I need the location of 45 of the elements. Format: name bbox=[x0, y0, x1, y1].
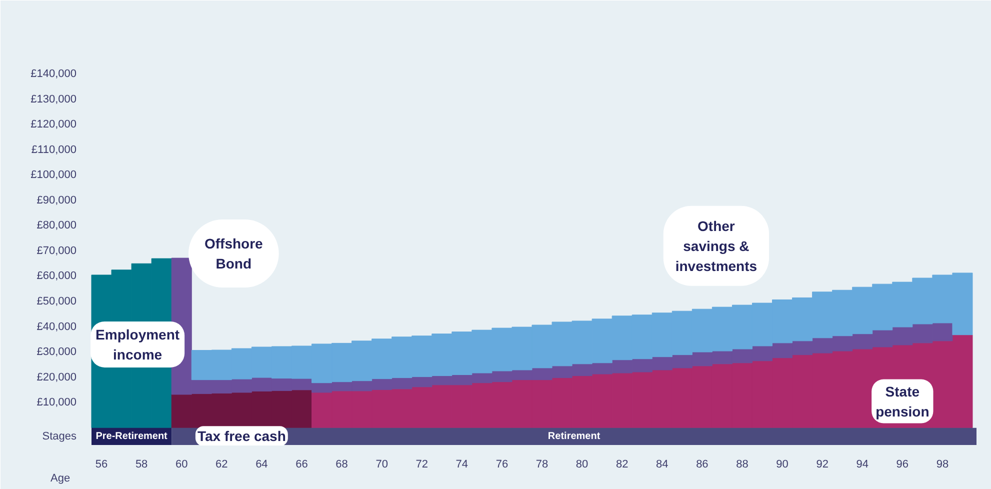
x-tick-label: 96 bbox=[896, 458, 909, 470]
y-tick-label: £30,000 bbox=[36, 346, 77, 358]
x-tick-label: 78 bbox=[536, 458, 548, 470]
x-tick-label: 64 bbox=[256, 458, 268, 470]
y-tick-label: £120,000 bbox=[30, 118, 77, 131]
x-tick-label: 88 bbox=[736, 458, 748, 470]
y-tick-label: £70,000 bbox=[36, 244, 77, 257]
y-tick-label: £40,000 bbox=[36, 320, 77, 333]
x-tick-label: 58 bbox=[135, 458, 148, 470]
x-tick-label: 98 bbox=[936, 458, 949, 470]
x-axis-title: Age bbox=[50, 472, 70, 484]
y-tick-label: £140,000 bbox=[30, 68, 77, 80]
band-label: Retirement bbox=[548, 430, 601, 442]
x-tick-label: 80 bbox=[576, 458, 588, 470]
x-tick-label: 56 bbox=[95, 458, 108, 470]
series-label: Employment income bbox=[96, 326, 180, 362]
x-tick-label: 90 bbox=[776, 458, 788, 470]
x-tick-label: 84 bbox=[656, 458, 668, 470]
y-tick-label: £50,000 bbox=[36, 296, 77, 308]
x-tick-label: 72 bbox=[416, 458, 428, 470]
x-tick-label: 76 bbox=[496, 458, 508, 470]
x-tick-label: 62 bbox=[216, 458, 228, 470]
text: Other savings & investments bbox=[675, 218, 758, 274]
y-tick-label: £90,000 bbox=[36, 194, 77, 206]
y-tick-label: £130,000 bbox=[30, 93, 77, 106]
y-tick-label: £80,000 bbox=[36, 220, 77, 232]
y-tick-label: £20,000 bbox=[36, 371, 77, 384]
x-tick-label: 92 bbox=[816, 458, 828, 470]
y-tick-label: £100,000 bbox=[30, 169, 77, 182]
x-tick-label: 82 bbox=[616, 458, 628, 470]
x-tick-label: 70 bbox=[376, 458, 388, 470]
series-label: State pension bbox=[876, 383, 930, 420]
x-tick-label: 66 bbox=[296, 458, 308, 470]
x-tick-label: 74 bbox=[456, 458, 468, 470]
x-tick-label: 60 bbox=[175, 458, 188, 470]
x-tick-label: 94 bbox=[856, 458, 869, 470]
series-label: Offshore Bond bbox=[204, 236, 264, 272]
y-tick-label: Stages bbox=[42, 430, 77, 443]
x-tick-label: 86 bbox=[696, 458, 708, 470]
x-tick-label: 68 bbox=[336, 458, 348, 470]
y-tick-label: £10,000 bbox=[36, 396, 77, 409]
series-label: Tax free cash bbox=[197, 428, 286, 444]
band-label: Pre-Retirement bbox=[96, 430, 168, 442]
y-tick-label: £110,000 bbox=[31, 144, 77, 156]
y-tick-label: £60,000 bbox=[36, 270, 77, 282]
